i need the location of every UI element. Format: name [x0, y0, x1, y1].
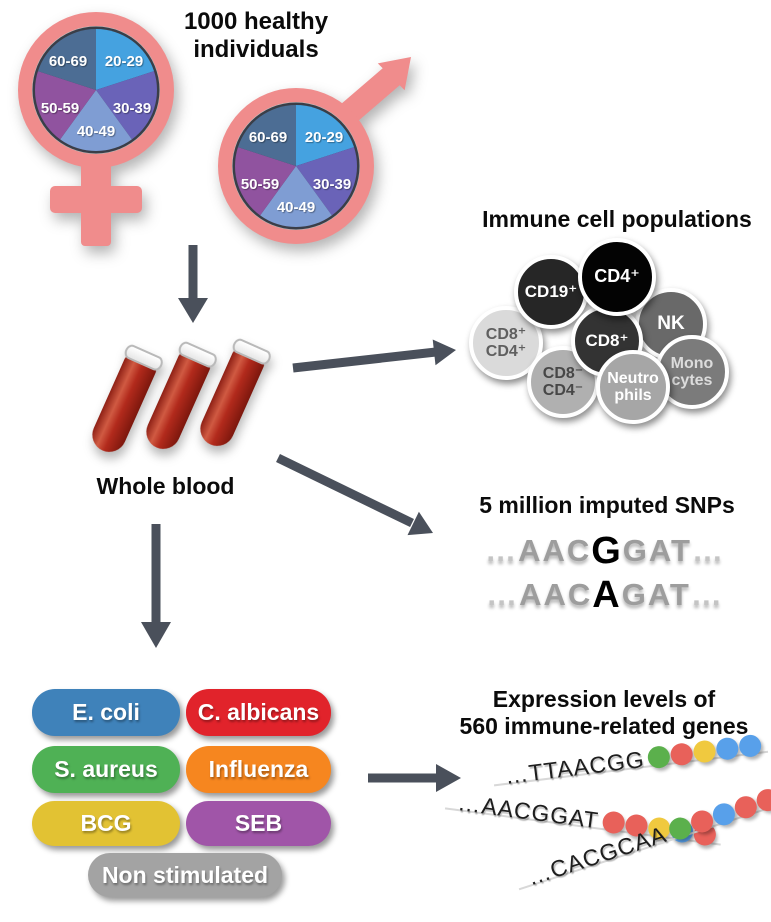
- snps-title: 5 million imputed SNPs: [479, 492, 735, 518]
- stimulus-bcg: BCG: [32, 801, 180, 846]
- age-label: 30-39: [313, 176, 351, 193]
- cohort-heading-line2: individuals: [193, 36, 319, 64]
- arrow-blood-to-stimuli-icon: [141, 524, 171, 648]
- stimulus-influenza: Influenza: [186, 746, 331, 793]
- wedge-30-39: [96, 71, 157, 140]
- blue-dot: [709, 800, 738, 829]
- female-age-pie: 20-29 30-39 40-49 50-59 60-69: [32, 26, 160, 154]
- blue-dot: [715, 736, 741, 761]
- cell-label: cytes: [671, 372, 713, 389]
- red-dot: [731, 793, 760, 822]
- cell-label: Neutro: [607, 369, 659, 387]
- age-label: 50-59: [41, 100, 79, 117]
- stimulus-seb: SEB: [186, 801, 331, 846]
- cell-label: CD8⁻: [542, 364, 584, 382]
- seq-ellipsis: …: [485, 533, 519, 568]
- immune-cells-title: Immune cell populations: [482, 206, 752, 232]
- wedge-20-29: [296, 105, 355, 166]
- snp-allele: A: [592, 573, 622, 616]
- stimulus-nonstimulated: Non stimulated: [88, 853, 282, 897]
- seq-ellipsis: …: [691, 533, 725, 568]
- wedge-50-59: [35, 71, 96, 140]
- strand-sequence: …TTAACGG: [503, 745, 646, 789]
- yellow-dot: [692, 739, 718, 764]
- stimulus-calbicans: C. albicans: [186, 689, 331, 736]
- red-dot: [687, 807, 716, 836]
- expression-dots: [665, 786, 771, 843]
- red-dot: [669, 741, 695, 767]
- cell-label: CD8⁺: [485, 325, 527, 343]
- wedge-30-39: [296, 147, 357, 216]
- age-label: 50-59: [241, 176, 279, 193]
- wedge-40-49: [60, 90, 132, 152]
- cell-label: Mono: [670, 354, 714, 372]
- green-dot: [647, 744, 672, 770]
- whole-blood-label: Whole blood: [96, 473, 235, 499]
- seq-pre: AAC: [518, 533, 592, 568]
- red-dot: [601, 810, 626, 835]
- age-label: 30-39: [113, 100, 151, 117]
- age-label: 60-69: [49, 53, 87, 70]
- cell-cd19: CD19⁺: [514, 255, 588, 329]
- gene-strand: …CACGCAA: [518, 783, 771, 891]
- cohort-heading-line1: 1000 healthy: [183, 8, 329, 35]
- cell-neutrophils: Neutro phils: [596, 350, 670, 424]
- stimulus-saureus: S. aureus: [32, 746, 180, 793]
- snp-allele: G: [591, 530, 623, 572]
- snp-sequence-ref: …AACGGAT…: [440, 530, 770, 574]
- wedge-60-69: [237, 105, 296, 166]
- stimulus-label: BCG: [80, 810, 132, 836]
- stimulus-label: SEB: [234, 810, 283, 836]
- wedge-50-59: [235, 147, 296, 216]
- male-symbol-icon: 20-29 30-39 40-49 50-59 60-69: [218, 57, 411, 244]
- seq-post: GAT: [621, 576, 691, 612]
- stimulus-label: Non stimulated: [101, 861, 269, 888]
- expression-title-line2: 560 immune-related genes: [459, 713, 749, 740]
- seq-pre: AAC: [519, 576, 593, 612]
- age-label: 40-49: [277, 199, 315, 216]
- stimulus-label: S. aureus: [54, 756, 158, 782]
- seq-ellipsis: …: [690, 576, 724, 612]
- arrow-cohort-to-blood-icon: [178, 245, 208, 323]
- stimulus-label: C. albicans: [197, 699, 320, 725]
- age-label: 20-29: [305, 129, 343, 146]
- seq-ellipsis: …: [486, 576, 520, 612]
- wedge-40-49: [260, 166, 332, 228]
- snp-sequence-alt: …AACAGAT…: [440, 574, 770, 618]
- wedge-60-69: [37, 29, 96, 90]
- stimulus-label: E. coli: [72, 699, 140, 725]
- cell-cd4: CD4⁺: [578, 238, 656, 316]
- seq-post: GAT: [622, 533, 692, 568]
- cell-label: CD8⁺: [585, 330, 629, 350]
- age-label: 60-69: [249, 129, 287, 146]
- arrow-blood-to-cells-icon: [292, 339, 456, 373]
- age-label: 20-29: [105, 53, 143, 70]
- arrow-blood-to-snps-icon: [276, 453, 433, 536]
- cell-label: CD4⁺: [485, 343, 527, 360]
- cohort-heading: 1000 healthy individuals: [146, 8, 366, 65]
- stimulus-label: Influenza: [208, 756, 309, 782]
- cell-label: NK: [657, 312, 685, 334]
- male-age-pie: 20-29 30-39 40-49 50-59 60-69: [232, 102, 360, 230]
- blue-dot: [738, 733, 763, 759]
- cell-label: CD4⁻: [542, 382, 584, 399]
- strand-sequence: …AACGGAT: [456, 788, 601, 833]
- cell-label: CD4⁺: [594, 266, 640, 287]
- cell-label: phils: [614, 387, 652, 404]
- green-dot: [666, 814, 694, 843]
- cell-label: CD19⁺: [524, 281, 578, 301]
- age-label: 40-49: [77, 123, 115, 140]
- expression-title-line1: Expression levels of: [492, 686, 716, 712]
- arrow-stimuli-to-expression-icon: [368, 764, 461, 792]
- expression-title: Expression levels of 560 immune-related …: [437, 686, 771, 740]
- stimulus-ecoli: E. coli: [32, 689, 180, 736]
- snp-sequences: …AACGGAT… …AACAGAT…: [440, 530, 770, 617]
